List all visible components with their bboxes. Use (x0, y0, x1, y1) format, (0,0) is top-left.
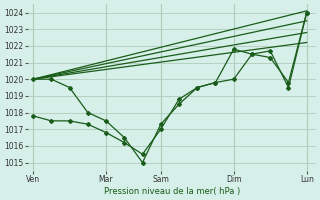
X-axis label: Pression niveau de la mer( hPa ): Pression niveau de la mer( hPa ) (104, 187, 240, 196)
